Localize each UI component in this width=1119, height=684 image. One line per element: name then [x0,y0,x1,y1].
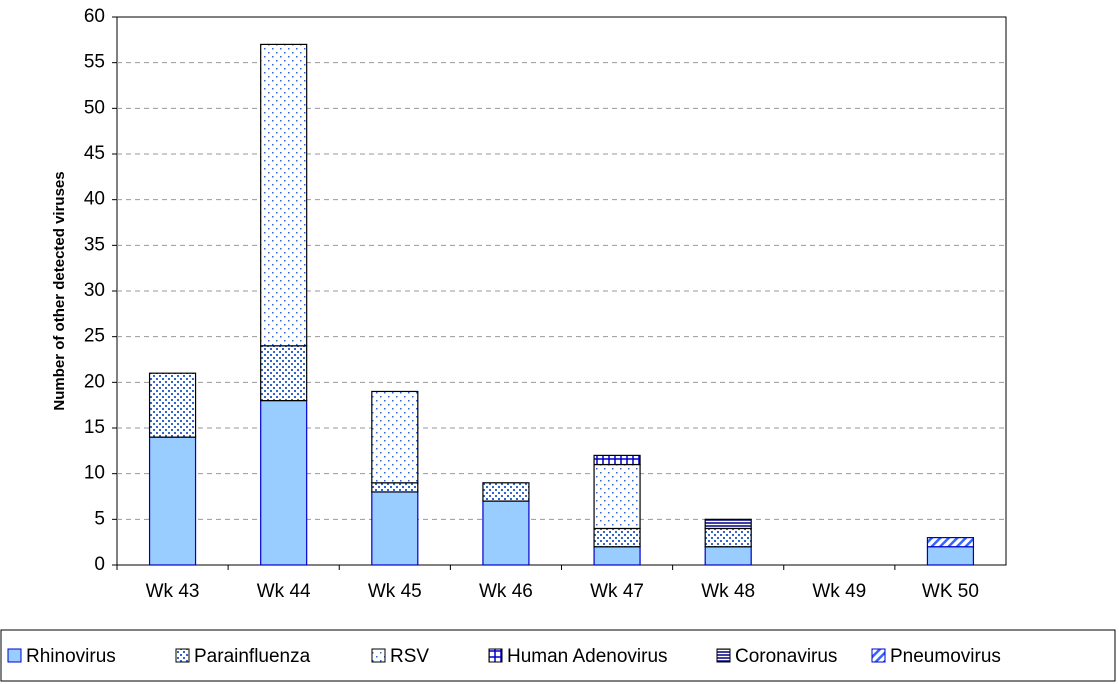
y-tick-label: 45 [84,143,105,164]
x-tick-label: Wk 44 [257,581,311,602]
bar-segment [926,536,975,548]
bar-segment [482,500,530,566]
bar-segment [593,463,641,530]
y-axis-title: Number of other detected viruses [51,171,68,410]
bar-segment [926,546,975,566]
bar-segment [593,546,641,566]
legend-swatch [871,648,886,663]
y-tick-label: 20 [84,371,105,392]
bar-segment [704,527,752,548]
x-tick-label: WK 50 [922,581,979,602]
legend-frame [0,629,1116,682]
bar-segment [260,400,308,566]
bar-segment [371,482,419,493]
bar-segment [482,482,530,502]
x-tick-label: Wk 45 [368,581,422,602]
y-tick-label: 30 [84,280,105,301]
y-tick-label: 40 [84,189,105,210]
legend-label: RSV [390,646,429,667]
legend-label: Pneumovirus [890,646,1001,667]
y-tick-label: 60 [84,6,105,27]
legend-label: Rhinovirus [26,646,116,667]
legend-swatch [371,648,386,663]
bar-segment [148,372,197,438]
bar-segment [371,390,419,484]
legend-swatch [7,648,22,663]
bar-segment [704,546,752,566]
x-tick-label: Wk 47 [590,581,644,602]
x-tick-label: Wk 43 [146,581,200,602]
legend-label: Parainfluenza [194,646,311,667]
y-tick-label: 15 [84,417,105,438]
legend-swatch [716,648,731,663]
bar-segment [371,491,419,566]
y-tick-label: 50 [84,97,105,118]
legend-swatch [488,648,503,663]
y-tick-label: 35 [84,234,105,255]
bar-segment [593,527,641,548]
y-tick-label: 10 [84,463,105,484]
y-tick-label: 25 [84,326,105,347]
legend-label: Coronavirus [735,646,837,667]
y-tick-label: 55 [84,52,105,73]
legend-label: Human Adenovirus [507,646,668,667]
bar-segment [260,43,308,347]
y-tick-label: 0 [94,554,105,575]
bar-segment [593,454,641,466]
bar-segment [260,345,308,402]
bar-segment [148,436,197,566]
x-tick-label: Wk 49 [812,581,866,602]
bar-segment [704,518,752,530]
x-tick-label: Wk 46 [479,581,533,602]
y-tick-label: 5 [94,508,105,529]
x-tick-label: Wk 48 [701,581,755,602]
legend-swatch [175,648,190,663]
